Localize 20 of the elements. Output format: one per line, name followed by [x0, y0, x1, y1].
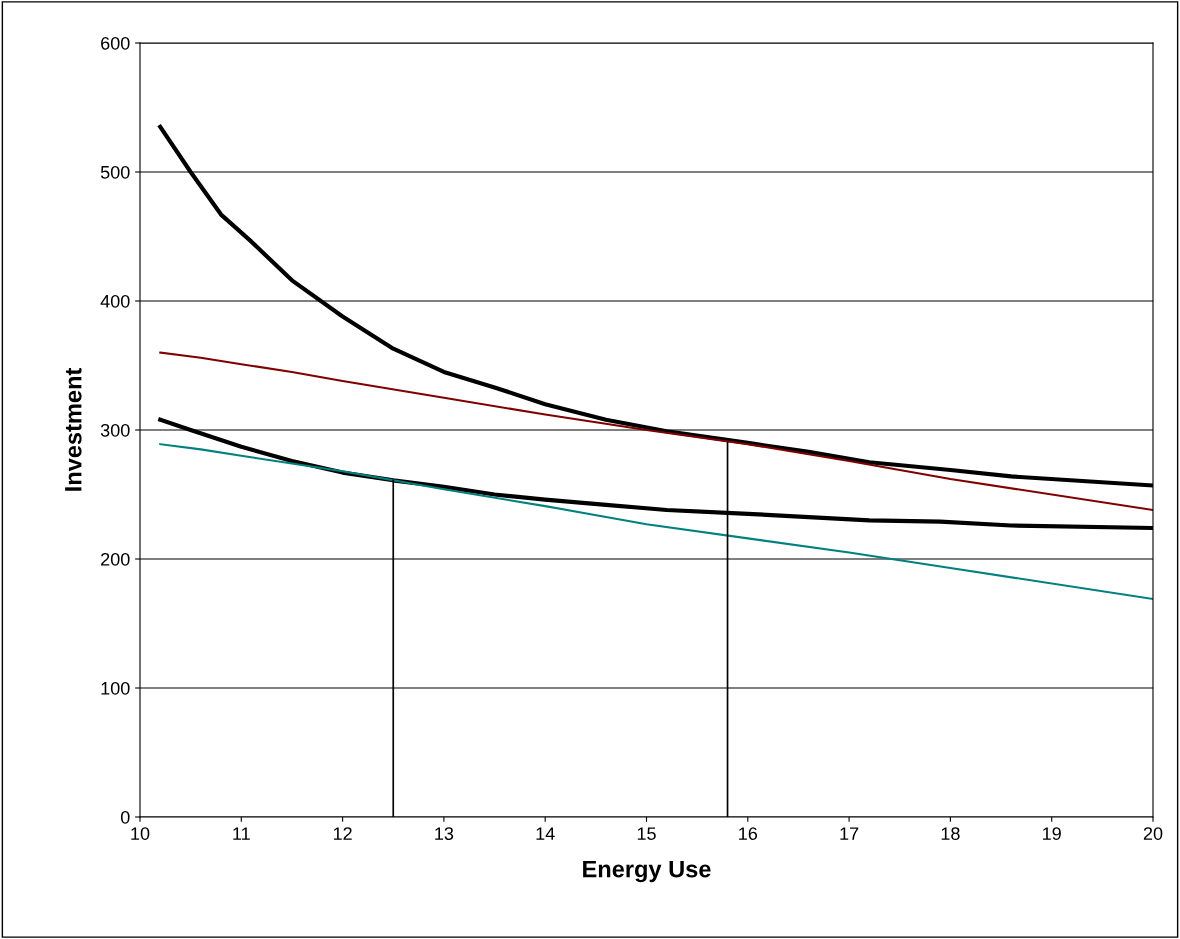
- x-tick-label: 14: [536, 827, 555, 840]
- y-axis-title: Investment: [65, 367, 82, 491]
- x-tick-label: 18: [941, 827, 960, 840]
- x-tick-label: 11: [233, 827, 250, 840]
- x-tick-label: 20: [1143, 827, 1163, 840]
- y-tick-label: 400: [100, 294, 130, 308]
- x-tick-label: 17: [840, 827, 859, 840]
- y-tick-label: 0: [120, 810, 130, 824]
- x-tick-label: 19: [1043, 827, 1061, 840]
- y-tick-label: 600: [101, 36, 130, 50]
- y-tick-label: 300: [100, 423, 130, 437]
- y-tick-label: 500: [100, 165, 130, 179]
- y-tick-label: 200: [101, 552, 130, 566]
- x-tick-label: 10: [131, 827, 150, 840]
- y-tick-label: 100: [101, 681, 130, 695]
- x-tick-label: 13: [435, 827, 454, 840]
- x-tick-label: 15: [637, 827, 656, 840]
- x-axis-title: Energy Use: [583, 860, 711, 883]
- x-tick-label: 16: [739, 827, 758, 840]
- x-tick-label: 12: [333, 827, 352, 840]
